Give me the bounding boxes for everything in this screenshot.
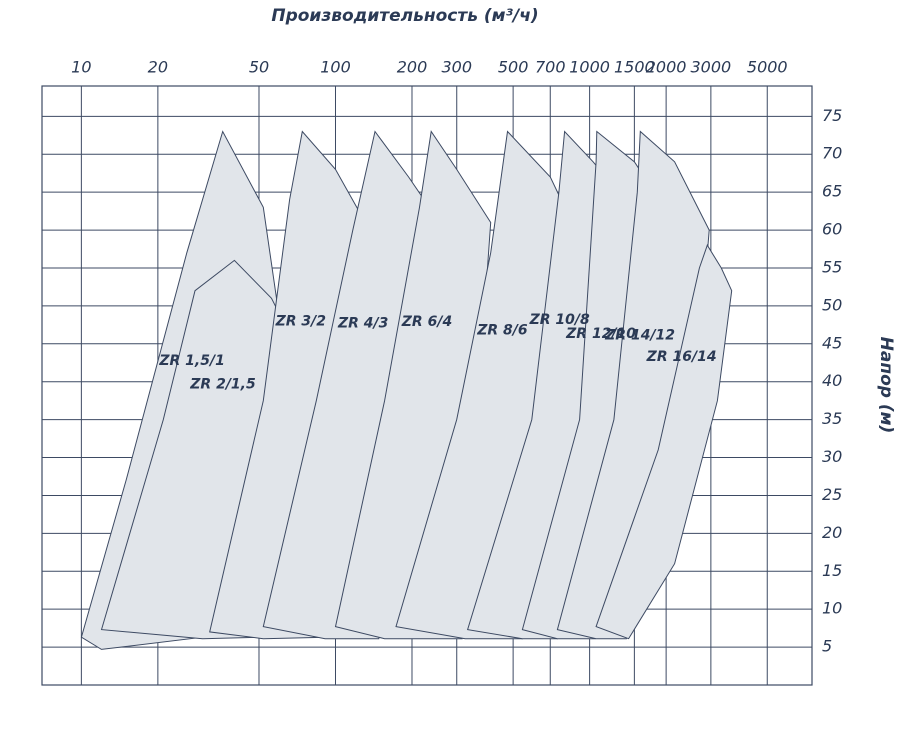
y-tick-label: 75: [822, 106, 842, 125]
region-label: ZR 12/10: [565, 326, 636, 342]
x-tick-label: 1500: [614, 58, 655, 77]
region-label: ZR 16/14: [646, 349, 717, 365]
y-tick-label: 15: [822, 561, 842, 580]
region-label: ZR 4/3: [337, 315, 388, 331]
y-tick-label: 30: [822, 447, 842, 466]
chart-title: Производительность (м³/ч): [271, 6, 538, 26]
x-tick-label: 300: [441, 58, 472, 77]
region-label: ZR 10/8: [529, 312, 590, 328]
region-label: ZR 3/2: [275, 313, 326, 329]
region-label: ZR 8/6: [476, 323, 528, 339]
y-tick-label: 50: [822, 295, 842, 314]
x-tick-label: 3000: [691, 58, 732, 77]
x-tick-label: 10: [71, 58, 91, 77]
region-label: ZR 6/4: [401, 314, 452, 330]
region-label: ZR 14/12: [604, 328, 675, 344]
y-tick-label: 5: [822, 637, 832, 656]
y-tick-label: 10: [822, 599, 842, 618]
x-tick-label: 200: [397, 58, 428, 77]
y-tick-label: 35: [822, 409, 842, 428]
region-label: ZR 2/1,5: [189, 376, 256, 392]
y-tick-label: 25: [822, 485, 842, 504]
y-tick-label: 70: [822, 144, 842, 163]
pump-region: [556, 130, 710, 640]
x-tick-label: 50: [249, 58, 269, 77]
x-tick-label: 1000: [569, 58, 610, 77]
x-tick-label: 700: [535, 58, 566, 77]
y-tick-label: 20: [822, 523, 842, 542]
region-label: ZR 1,5/1: [158, 353, 224, 369]
pump-region: [595, 244, 733, 640]
y-tick-label: 60: [822, 220, 842, 239]
plot-border: [41, 85, 813, 686]
y-tick-label: 40: [822, 371, 842, 390]
y-axis-label: Напор (м): [876, 337, 896, 434]
x-tick-label: 100: [320, 58, 351, 77]
x-tick-label: 2000: [646, 58, 687, 77]
x-tick-label: 500: [498, 58, 529, 77]
y-tick-label: 55: [822, 257, 842, 276]
y-tick-label: 65: [822, 182, 842, 201]
x-tick-label: 5000: [747, 58, 788, 77]
x-tick-label: 20: [148, 58, 168, 77]
y-tick-label: 45: [822, 333, 842, 352]
